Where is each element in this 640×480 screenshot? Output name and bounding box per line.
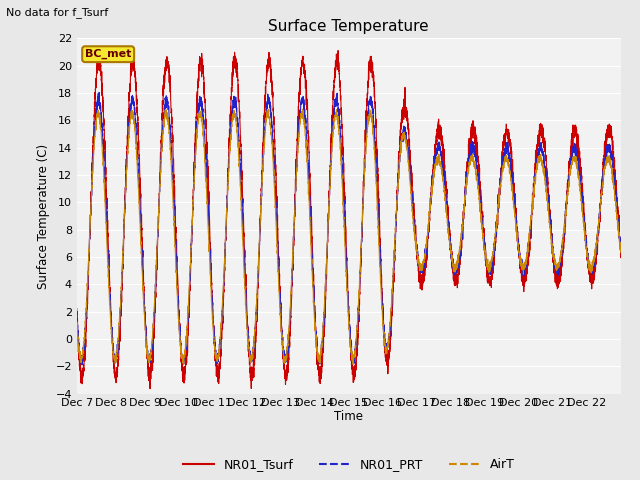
- Legend: NR01_Tsurf, NR01_PRT, AirT: NR01_Tsurf, NR01_PRT, AirT: [178, 453, 520, 476]
- Y-axis label: Surface Temperature (C): Surface Temperature (C): [37, 144, 50, 288]
- Text: No data for f_Tsurf: No data for f_Tsurf: [6, 7, 109, 18]
- Title: Surface Temperature: Surface Temperature: [269, 20, 429, 35]
- Text: BC_met: BC_met: [85, 49, 131, 60]
- X-axis label: Time: Time: [334, 410, 364, 423]
